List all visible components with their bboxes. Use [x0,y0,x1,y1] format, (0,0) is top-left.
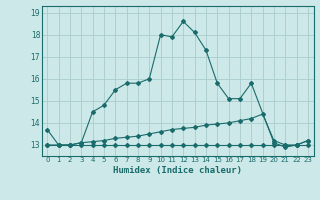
X-axis label: Humidex (Indice chaleur): Humidex (Indice chaleur) [113,166,242,175]
